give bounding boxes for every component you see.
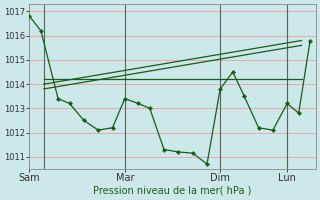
X-axis label: Pression niveau de la mer( hPa ): Pression niveau de la mer( hPa ) <box>93 186 252 196</box>
